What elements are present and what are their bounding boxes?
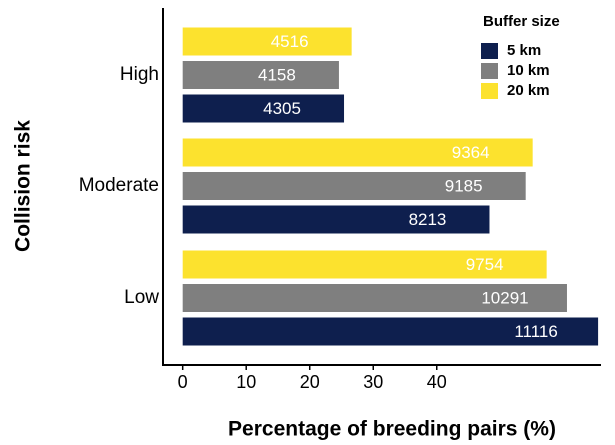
bar [182,138,533,167]
y-axis-label: Collision risk [12,120,35,252]
bar-count-label: 8213 [409,210,447,229]
legend-label: 5 km [507,42,541,59]
x-tick-label: 10 [236,372,256,392]
x-tick-label: 20 [300,372,320,392]
x-axis-label: Percentage of breeding pairs (%) [228,418,556,441]
bar-count-label: 4158 [258,65,296,84]
legend-title: Buffer size [483,13,560,30]
legend-label: 10 km [507,62,550,79]
legend-swatch [481,83,498,99]
bar-count-label: 9185 [445,176,483,195]
bar-count-label: 10291 [481,288,528,307]
y-tick-label: Moderate [79,175,159,196]
bar [182,27,352,56]
x-tick-label: 40 [427,372,447,392]
bar-count-label: 4305 [263,99,301,118]
bar [182,284,567,312]
bar [182,205,490,234]
bar [182,250,547,279]
bar [182,172,526,200]
y-tick-label: High [120,64,159,85]
x-tick-label: 0 [178,372,188,392]
x-tick-label: 30 [363,372,383,392]
bar [182,61,339,89]
bar [182,94,345,123]
bar [182,317,599,346]
bar-count-label: 9364 [452,143,490,162]
legend-swatch [481,63,498,79]
legend-label: 20 km [507,82,550,99]
legend-swatch [481,43,498,59]
bar-count-label: 4516 [271,32,309,51]
bar-count-label: 11116 [514,322,558,341]
y-tick-label: Low [124,287,159,308]
bar-count-label: 9754 [466,255,504,274]
